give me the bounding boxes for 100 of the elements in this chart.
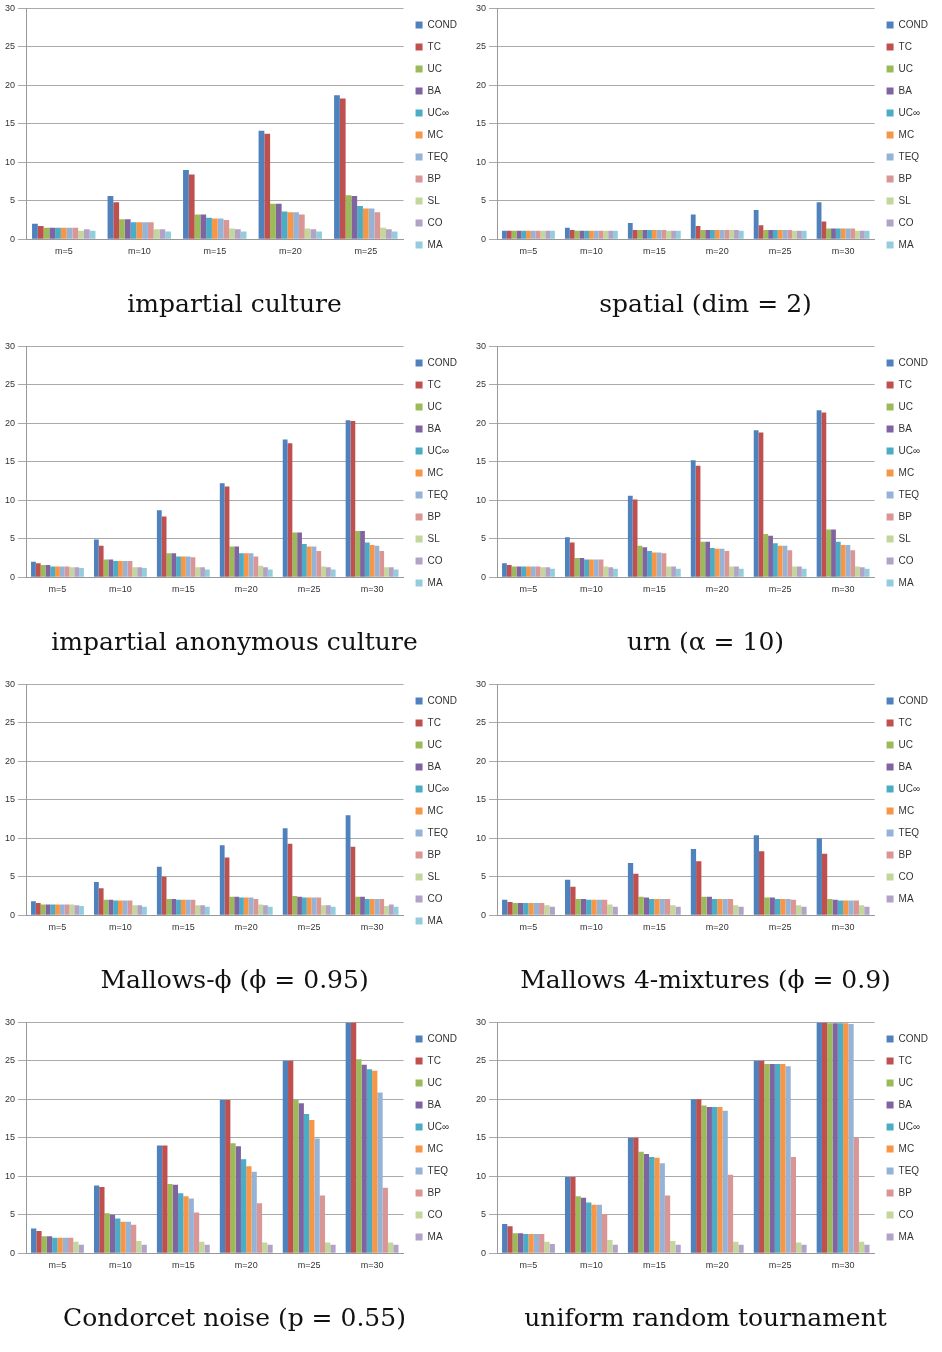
bar — [516, 566, 522, 577]
bar — [544, 1241, 550, 1253]
bar — [796, 566, 802, 577]
y-tick-label: 20 — [476, 755, 487, 766]
x-tick-label: m=20 — [278, 246, 302, 257]
legend-label: SL — [427, 870, 441, 882]
legend-label: BP — [898, 510, 913, 522]
bar — [706, 1107, 712, 1253]
bar — [675, 1244, 681, 1253]
legend-label: TC — [427, 716, 441, 728]
bar — [596, 1204, 602, 1253]
bar — [263, 567, 268, 577]
text: Mallows 4-mixtures (ϕ = 0.9) — [520, 964, 891, 994]
bar — [654, 899, 660, 915]
y-tick-label: 10 — [5, 494, 16, 505]
y-tick-label: 25 — [476, 1055, 487, 1066]
bar — [136, 222, 143, 239]
x-tick-label: m=30 — [831, 922, 855, 933]
bar — [831, 529, 836, 577]
bar — [188, 174, 195, 239]
legend-label: MC — [898, 128, 915, 140]
bar — [654, 1157, 660, 1253]
legend-label: COND — [427, 18, 458, 30]
bar — [180, 556, 186, 577]
bar — [72, 227, 79, 239]
bar — [512, 1233, 518, 1253]
bar — [705, 229, 711, 239]
bar — [78, 1244, 84, 1253]
bar — [125, 1221, 131, 1253]
bar — [118, 900, 123, 915]
bar — [357, 206, 363, 239]
legend-label: CO — [898, 870, 914, 882]
bar — [859, 567, 865, 577]
bar — [785, 1066, 791, 1253]
legend-label: UC∞ — [427, 782, 450, 794]
bar — [608, 567, 614, 577]
legend-label: MA — [427, 1230, 443, 1242]
bar — [837, 900, 844, 915]
bar — [647, 229, 652, 239]
x-tick-label: m=5 — [48, 584, 67, 595]
text: spatial (dim = 2) — [599, 288, 812, 318]
y-tick-label: 30 — [5, 2, 16, 13]
bar — [31, 901, 36, 915]
bar — [659, 899, 665, 915]
bar — [671, 566, 676, 577]
bar — [50, 566, 56, 577]
bar — [204, 1244, 210, 1253]
bar — [523, 1233, 529, 1253]
legend-label: TEQ — [427, 1164, 449, 1176]
bar — [772, 543, 778, 577]
bar — [528, 902, 534, 915]
bar — [701, 896, 707, 915]
bar — [579, 230, 585, 239]
bar — [74, 905, 80, 915]
x-tick-label: m=20 — [705, 584, 729, 595]
legend-label: BA — [898, 422, 913, 434]
bar — [229, 896, 235, 915]
bar — [113, 202, 120, 239]
bar — [119, 219, 125, 239]
legend-label: UC∞ — [427, 444, 450, 456]
x-tick-label: m=10 — [580, 246, 603, 257]
x-tick-label: m=10 — [109, 1260, 132, 1271]
bar — [142, 567, 147, 577]
bar — [287, 212, 294, 239]
bar — [550, 568, 555, 577]
bar — [710, 229, 715, 239]
bar — [603, 566, 609, 577]
bar — [859, 230, 865, 239]
bar — [219, 845, 225, 915]
bar — [656, 229, 662, 239]
legend-label: CO — [427, 1208, 443, 1220]
legend-label: MA — [898, 1230, 914, 1242]
bar — [589, 230, 594, 239]
bar — [517, 1233, 524, 1253]
bar — [122, 561, 128, 577]
bar — [362, 208, 369, 239]
bar — [570, 1177, 576, 1253]
bar — [710, 547, 715, 577]
text: Condorcet noise (p = 0.55) — [63, 1302, 406, 1332]
legend-label: TC — [898, 40, 912, 52]
bar — [512, 902, 518, 915]
bar — [516, 230, 522, 239]
bar — [195, 567, 201, 577]
y-tick-label: 5 — [10, 195, 16, 206]
bar — [763, 534, 769, 577]
bar — [539, 902, 545, 915]
bar — [738, 906, 744, 915]
x-tick-label: m=30 — [360, 584, 384, 595]
bar — [764, 1063, 770, 1253]
bar — [243, 897, 249, 915]
legend-label: BP — [427, 848, 442, 860]
bar — [835, 541, 841, 577]
bar — [204, 569, 210, 577]
bar — [73, 1241, 79, 1253]
legend-label: MA — [427, 238, 443, 250]
bar — [325, 567, 331, 577]
bar — [59, 566, 65, 577]
bar — [59, 904, 65, 915]
legend-label: BP — [427, 510, 442, 522]
bar — [717, 1107, 723, 1253]
